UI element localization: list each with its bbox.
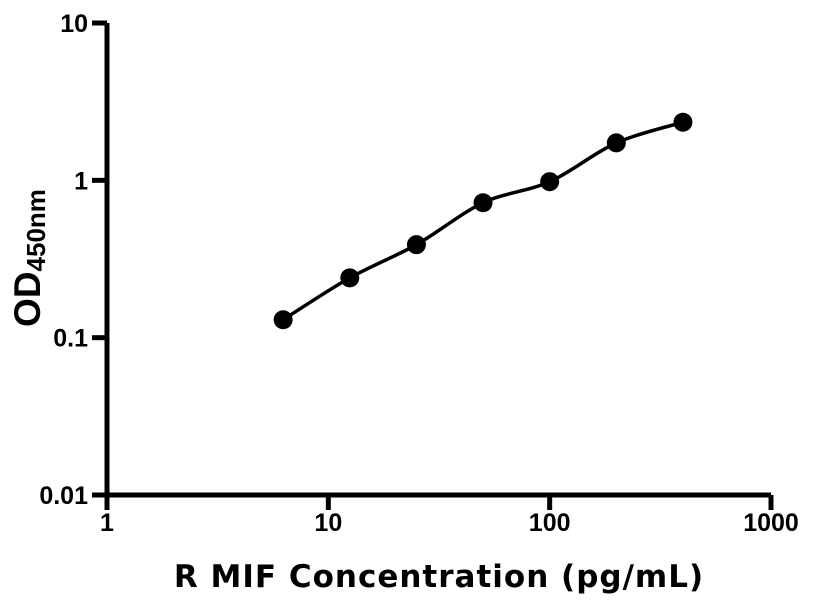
x-tick-label: 10: [314, 509, 342, 537]
data-point: [273, 310, 293, 330]
data-point: [673, 112, 693, 132]
x-axis-title: R MIF Concentration (pg/mL): [174, 559, 704, 595]
data-point: [540, 172, 560, 192]
x-tick-label: 1000: [743, 509, 799, 537]
x-tick-label: 100: [529, 509, 571, 537]
data-point: [406, 235, 426, 255]
y-tick-label: 1: [74, 167, 88, 195]
axis-spine: [104, 23, 771, 498]
y-tick-label: 10: [60, 10, 88, 38]
x-tick-label: 1: [100, 509, 114, 537]
x-tick-labels: 1 10 100 1000: [100, 509, 799, 537]
y-tick-label: 0.01: [39, 482, 88, 510]
data-point: [340, 268, 360, 288]
data-point: [606, 133, 626, 153]
y-axis-title-subscript: 450nm: [21, 189, 51, 271]
y-axis-title-main: OD: [7, 271, 48, 327]
data-point: [473, 193, 493, 213]
y-tick-labels: 0.01 0.1 1 10: [39, 10, 88, 510]
y-axis-title: OD450nm: [7, 189, 51, 327]
standard-curve-line: [282, 120, 684, 322]
axes: [92, 20, 774, 510]
series-layer: [273, 112, 693, 330]
y-tick-label: 0.1: [53, 325, 88, 353]
